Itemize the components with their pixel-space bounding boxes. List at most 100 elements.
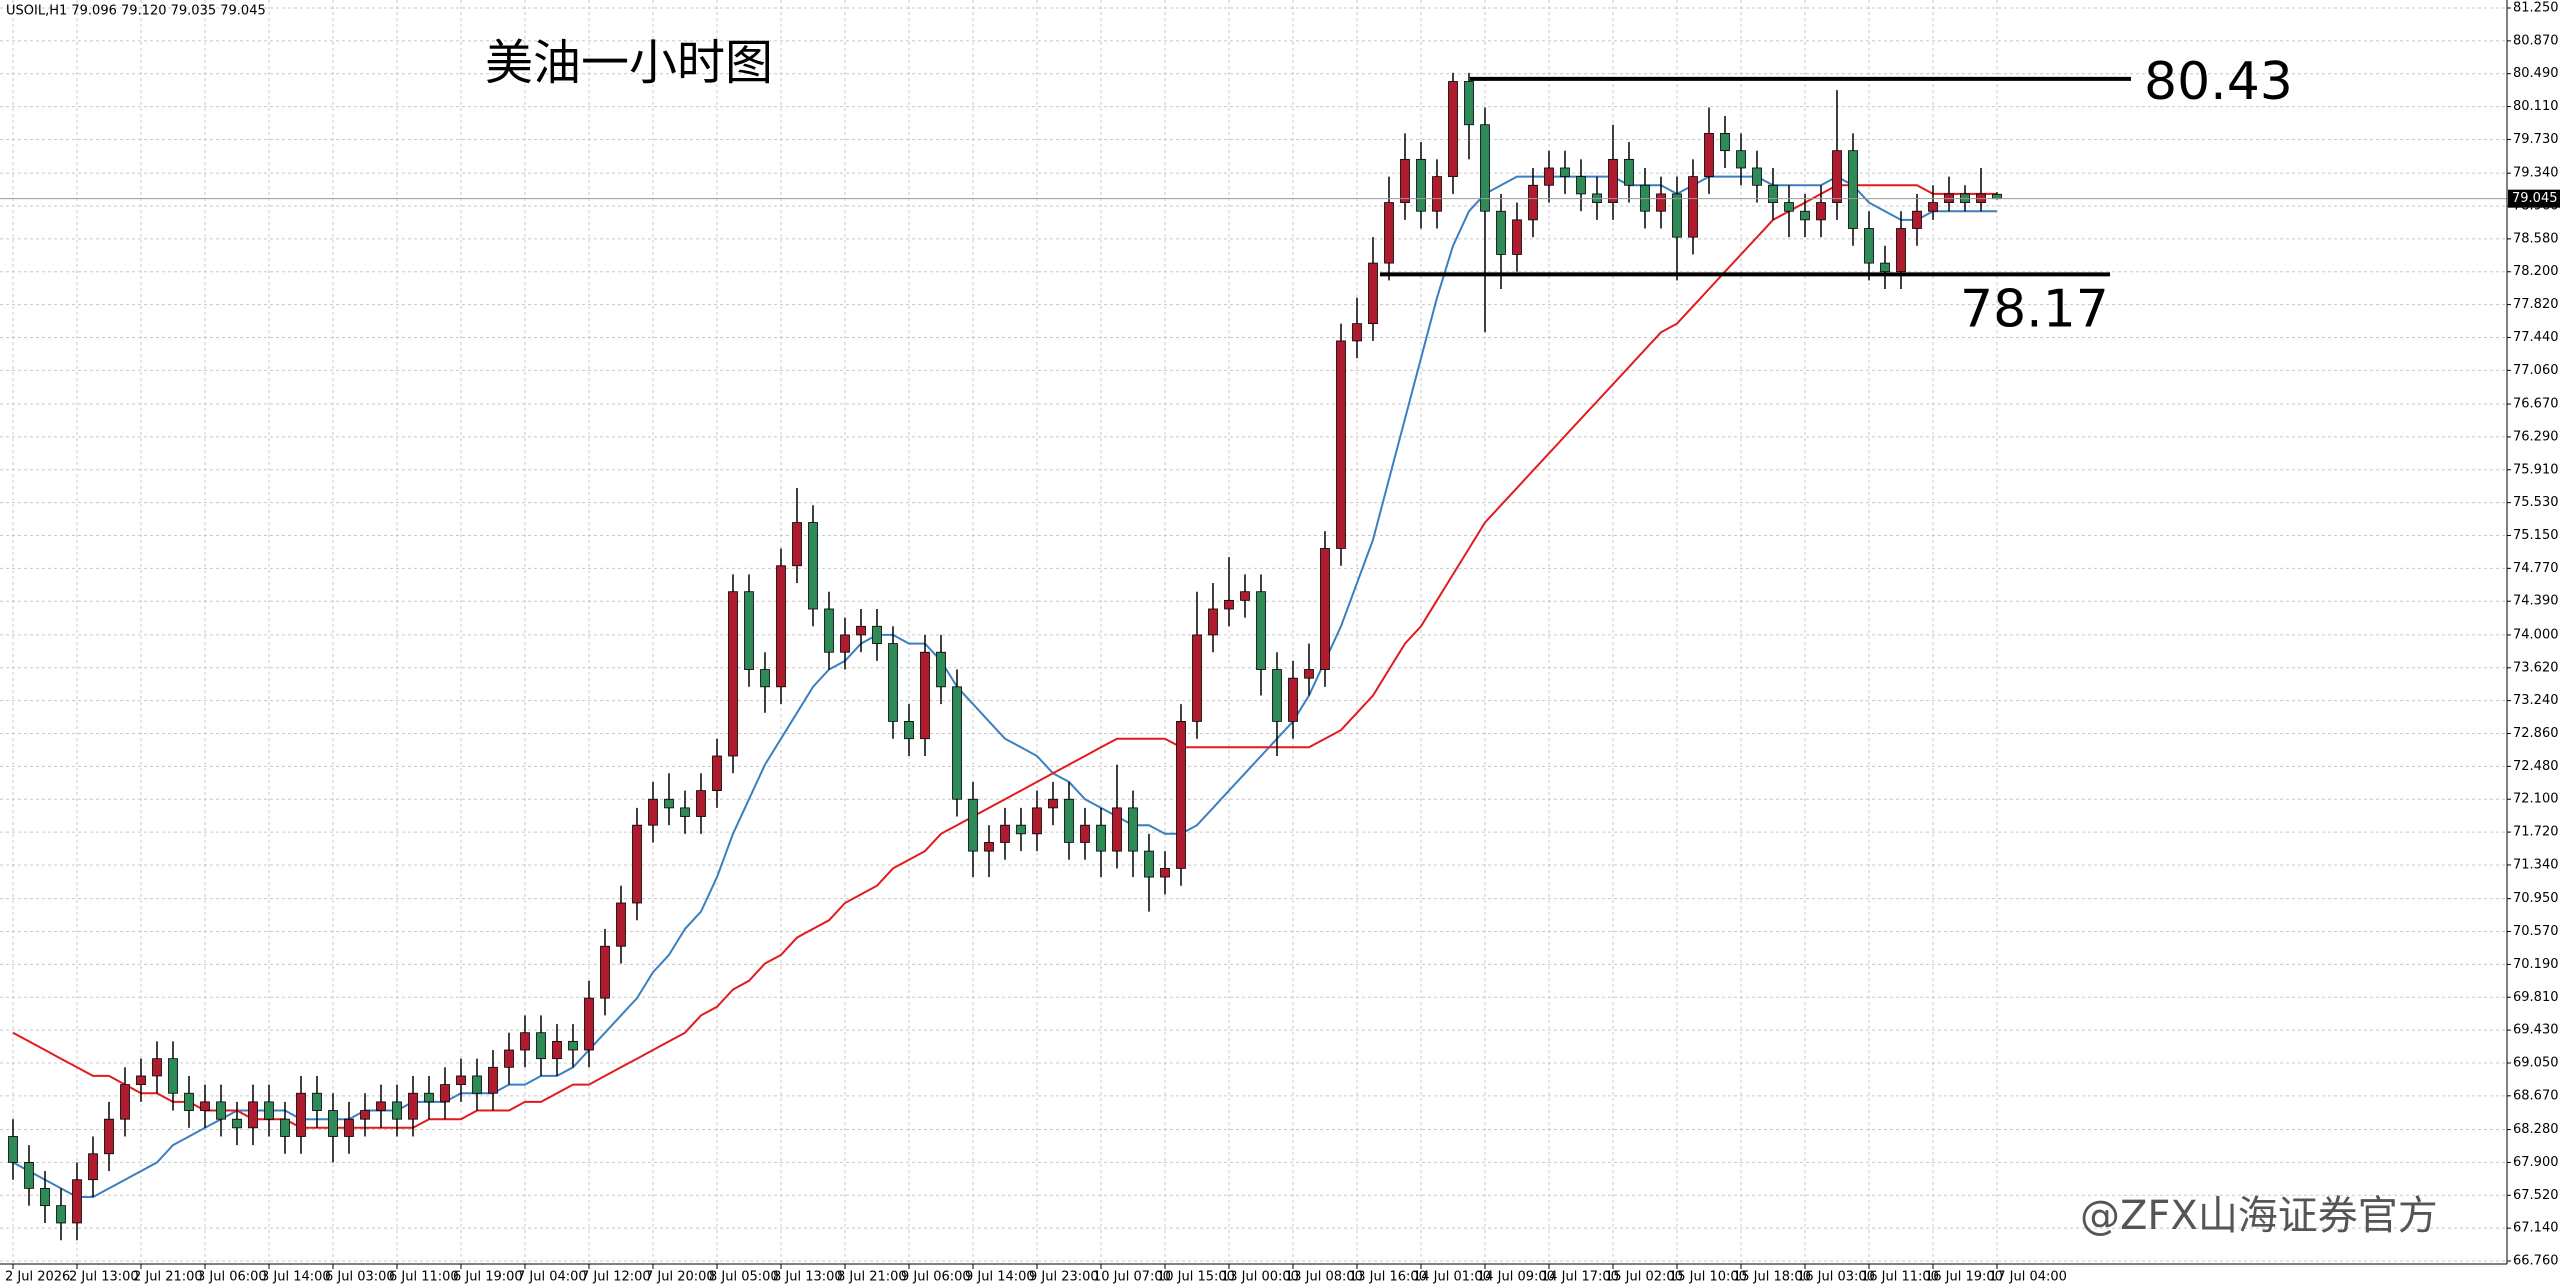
- candle-body: [1896, 228, 1906, 273]
- candle-body: [1496, 210, 1506, 255]
- candle-body: [1768, 184, 1778, 203]
- y-tick-label: 73.620: [2513, 660, 2559, 675]
- x-tick-label: 2 Jul 21:00: [133, 1270, 203, 1285]
- candle-body: [1752, 167, 1762, 186]
- y-tick-label: 69.810: [2513, 990, 2559, 1005]
- candle-body: [1288, 677, 1298, 722]
- chart-header: USOIL,H1 79.096 79.120 79.035 79.045: [6, 4, 266, 19]
- level-label: 80.43: [2144, 52, 2293, 112]
- y-tick-label: 79.340: [2513, 166, 2559, 181]
- candle-body: [1816, 202, 1826, 221]
- candle-body: [856, 625, 866, 636]
- candle-body: [728, 591, 738, 757]
- y-tick-label: 75.530: [2513, 495, 2559, 510]
- candle-body: [760, 669, 770, 688]
- candle-body: [664, 798, 674, 809]
- candle-body: [872, 625, 882, 644]
- candle-body: [824, 608, 834, 653]
- moving-average: [12, 175, 1997, 1198]
- y-tick-label: 74.390: [2513, 594, 2559, 609]
- candle-body: [984, 842, 994, 852]
- x-tick-label: 15 Jul 02:00: [1605, 1270, 1683, 1285]
- candle-body: [600, 945, 610, 999]
- y-tick-label: 74.000: [2513, 627, 2559, 642]
- candle-body: [968, 798, 978, 852]
- level-label: 78.17: [1960, 279, 2109, 339]
- candle-body: [920, 651, 930, 740]
- candle-body: [1416, 158, 1426, 212]
- x-tick-label: 14 Jul 17:00: [1541, 1270, 1619, 1285]
- y-tick-label: 80.110: [2513, 99, 2559, 114]
- candle-body: [792, 522, 802, 567]
- candle-body: [1400, 158, 1410, 203]
- candle-body: [1512, 219, 1522, 255]
- chart-title: 美油一小时图: [485, 35, 773, 91]
- y-tick-label: 72.860: [2513, 726, 2559, 741]
- candle-body: [504, 1049, 514, 1068]
- y-tick-label: 73.240: [2513, 693, 2559, 708]
- watermark: @ZFX山海证券官方: [2080, 1193, 2438, 1239]
- candle-body: [1016, 824, 1026, 835]
- x-tick-label: 15 Jul 18:00: [1733, 1270, 1811, 1285]
- y-tick-label: 71.720: [2513, 825, 2559, 840]
- candle-body: [1832, 150, 1842, 203]
- candle-body: [1096, 824, 1106, 852]
- candle-body: [200, 1101, 210, 1111]
- y-tick-label: 80.490: [2513, 66, 2559, 81]
- y-tick-label: 79.730: [2513, 132, 2559, 147]
- candle-body: [1528, 184, 1538, 221]
- candle-body: [1064, 798, 1074, 843]
- candle-body: [936, 651, 946, 688]
- candle-body: [1256, 591, 1266, 670]
- candle-body: [1272, 669, 1282, 722]
- y-tick-label: 76.290: [2513, 429, 2559, 444]
- y-tick-label: 71.340: [2513, 857, 2559, 872]
- y-tick-label: 70.570: [2513, 924, 2559, 939]
- candle-body: [1624, 158, 1634, 186]
- moving-average: [12, 184, 1997, 1129]
- y-tick-label: 80.870: [2513, 33, 2559, 48]
- candle-body: [1160, 868, 1170, 878]
- candle-body: [1032, 807, 1042, 835]
- x-tick-label: 3 Jul 14:00: [261, 1270, 331, 1285]
- candle-body: [24, 1162, 34, 1189]
- candle-body: [376, 1101, 386, 1111]
- y-tick-label: 69.050: [2513, 1055, 2559, 1070]
- x-tick-label: 2 Jul 2026: [5, 1270, 70, 1285]
- candle-body: [552, 1040, 562, 1060]
- candle-body: [296, 1092, 306, 1137]
- candle-body: [1576, 176, 1586, 195]
- candle-body: [808, 522, 818, 610]
- candle-body: [1048, 798, 1058, 809]
- candle-body: [1560, 167, 1570, 178]
- candle-body: [1352, 323, 1362, 342]
- candle-body: [1000, 824, 1010, 843]
- candle-body: [1224, 599, 1234, 610]
- y-tick-label: 66.760: [2513, 1254, 2559, 1269]
- x-tick-label: 7 Jul 04:00: [517, 1270, 587, 1285]
- x-tick-label: 2 Jul 13:00: [69, 1270, 139, 1285]
- candle-body: [56, 1205, 66, 1224]
- candle-body: [1544, 167, 1554, 186]
- candle-body: [168, 1058, 178, 1094]
- candle-body: [1672, 193, 1682, 238]
- candle-body: [1464, 81, 1474, 126]
- x-tick-label: 16 Jul 03:00: [1797, 1270, 1875, 1285]
- candle-body: [312, 1092, 322, 1111]
- candle-body: [632, 824, 642, 904]
- y-tick-label: 69.430: [2513, 1023, 2559, 1038]
- candle-body: [584, 997, 594, 1051]
- y-tick-label: 74.770: [2513, 561, 2559, 576]
- candle-body: [888, 643, 898, 722]
- y-tick-label: 72.480: [2513, 759, 2559, 774]
- y-tick-label: 67.140: [2513, 1221, 2559, 1236]
- candle-body: [1208, 608, 1218, 636]
- candle-body: [904, 721, 914, 740]
- candles: [8, 72, 2002, 1241]
- x-tick-label: 10 Jul 15:00: [1157, 1270, 1235, 1285]
- candle-body: [456, 1075, 466, 1085]
- candle-body: [472, 1075, 482, 1094]
- candle-body: [232, 1118, 242, 1129]
